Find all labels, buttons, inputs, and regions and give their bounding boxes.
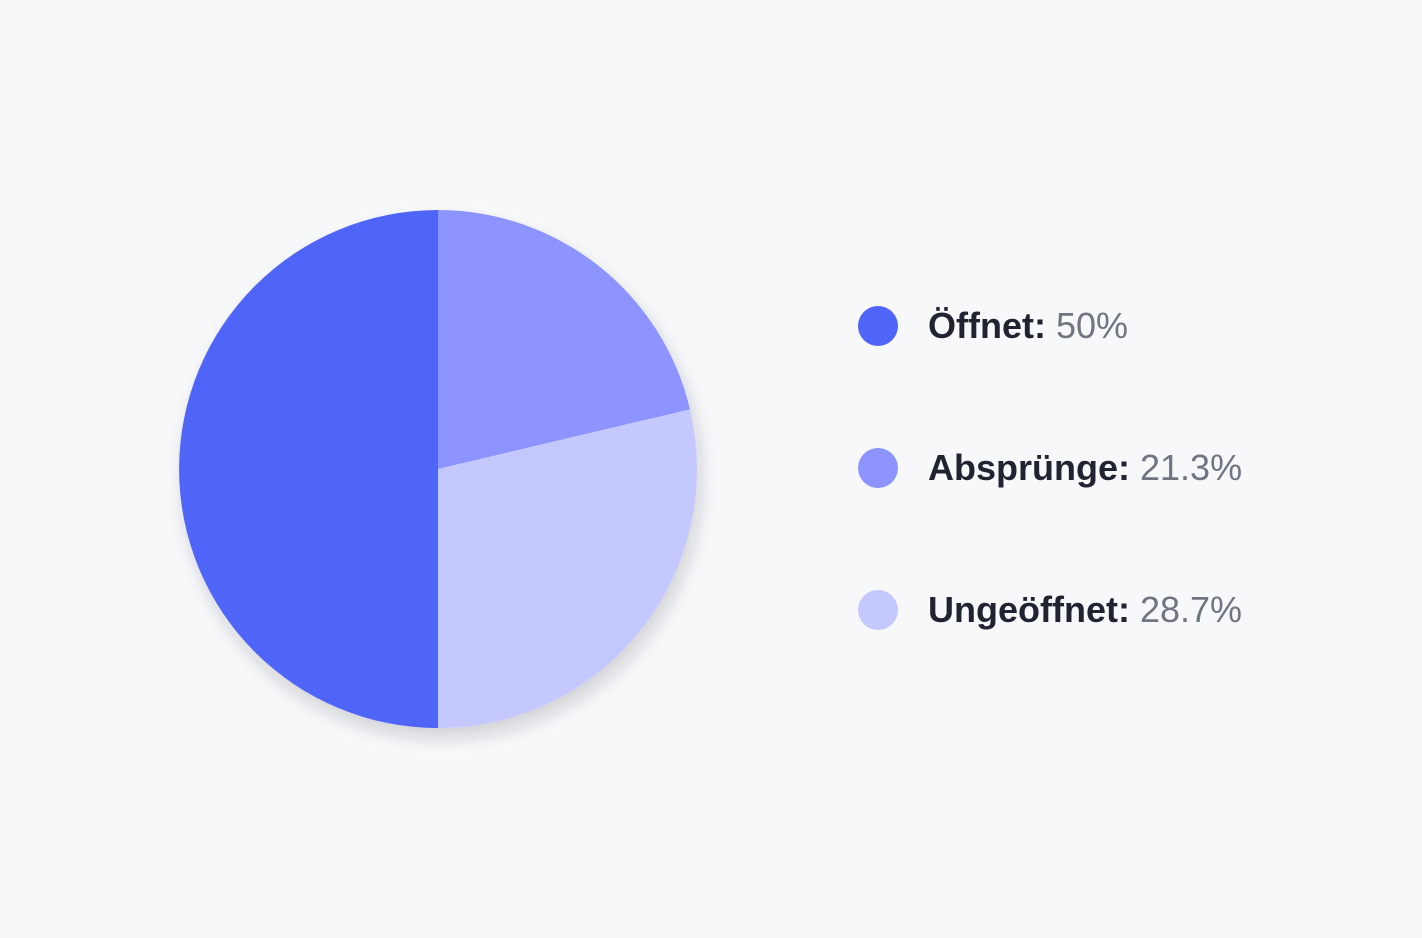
legend-text-bounces: Absprünge: 21.3% [928,450,1242,486]
pie-slice-2 [438,409,698,728]
pie-chart [179,210,698,728]
legend-text-unopened: Ungeöffnet: 28.7% [928,592,1242,628]
legend-swatch-unopened [858,590,898,630]
pie-slice-0 [179,210,438,728]
legend-item-opened: Öffnet: 50% [858,296,1128,356]
legend-item-unopened: Ungeöffnet: 28.7% [858,580,1242,640]
legend-value-bounces: 21.3% [1140,447,1243,488]
pie-slice-1 [438,210,691,469]
legend-value-unopened: 28.7% [1139,589,1243,630]
legend-value-opened: 50% [1055,305,1129,346]
legend-swatch-opened [858,306,898,346]
pie-slices [179,210,698,728]
legend-swatch-bounces [858,448,898,488]
legend-text-opened: Öffnet: 50% [928,308,1128,344]
legend-label-opened: Öffnet: [928,305,1046,346]
legend-item-bounces: Absprünge: 21.3% [858,438,1242,498]
legend-label-bounces: Absprünge: [928,447,1130,488]
legend-label-unopened: Ungeöffnet: [928,589,1130,630]
